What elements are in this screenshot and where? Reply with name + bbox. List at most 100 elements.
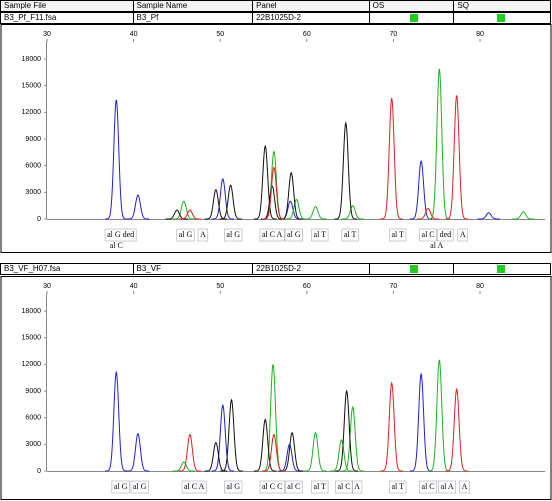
- sample-cell: 22B1025D-2: [253, 13, 370, 23]
- allele-box: [176, 228, 195, 242]
- allele-label[interactable]: al C: [422, 230, 435, 239]
- allele-box: [351, 480, 363, 494]
- allele-label[interactable]: al G ded: [107, 230, 134, 239]
- column-header[interactable]: OS: [370, 1, 455, 11]
- x-tick-label: 30: [43, 283, 51, 290]
- allele-label[interactable]: al C: [422, 482, 435, 491]
- allele-label[interactable]: al G: [179, 230, 193, 239]
- sample-cell: B3_Pf_F11.fsa: [1, 13, 134, 23]
- allele-box: [457, 228, 468, 242]
- allele-label[interactable]: al T: [344, 230, 357, 239]
- peak: [428, 68, 451, 220]
- x-tick-label: 30: [43, 31, 51, 38]
- allele-box: [438, 480, 456, 494]
- allele-label[interactable]: al A: [430, 241, 443, 250]
- y-tick-label: 9000: [25, 388, 41, 395]
- peak: [204, 188, 228, 220]
- allele-label[interactable]: al T: [392, 230, 405, 239]
- column-header[interactable]: Panel: [253, 1, 370, 11]
- x-tick-label: 70: [390, 31, 398, 38]
- column-header[interactable]: Sample Name: [134, 1, 254, 11]
- allele-label[interactable]: al T: [392, 482, 405, 491]
- allele-label[interactable]: al C C: [262, 482, 282, 491]
- y-tick-label: 3000: [25, 189, 41, 196]
- allele-box: [419, 480, 437, 494]
- allele-box: [437, 228, 454, 242]
- x-tick-label: 50: [216, 31, 224, 38]
- sample-cell: B3_VF_H07.fsa: [1, 264, 134, 274]
- peak: [165, 209, 189, 220]
- allele-label[interactable]: al T: [314, 230, 327, 239]
- header-row: Sample File Sample Name Panel OS SQ: [0, 0, 551, 12]
- allele-label[interactable]: A: [354, 482, 360, 491]
- peak: [261, 364, 285, 472]
- y-tick-label: 6000: [25, 415, 41, 422]
- x-tick-label: 80: [476, 31, 484, 38]
- y-tick-label: 12000: [22, 361, 42, 368]
- allele-box: [335, 480, 353, 494]
- allele-label[interactable]: al G: [287, 230, 301, 239]
- plot-frame: [0, 276, 552, 500]
- allele-label[interactable]: al C: [338, 482, 351, 491]
- allele-label[interactable]: al T: [314, 482, 327, 491]
- status-indicator: [497, 265, 506, 273]
- sq-cell: [454, 264, 550, 274]
- peak: [178, 433, 202, 472]
- peak: [262, 433, 286, 472]
- allele-label[interactable]: al C A: [262, 230, 283, 239]
- peak: [260, 185, 284, 220]
- electropherogram: 30 40 50 60 70 80 0 3000 6000 9000 12000 15000 18000…: [0, 24, 552, 253]
- column-header[interactable]: Sample File: [1, 1, 134, 11]
- peak: [445, 95, 468, 220]
- peak: [126, 194, 150, 220]
- peak: [330, 439, 353, 472]
- allele-box: [130, 480, 149, 494]
- allele-label[interactable]: A: [462, 482, 468, 491]
- peak: [304, 206, 327, 220]
- sample-row: B3_VF_H07.fsa B3_VF 22B1025D-2: [0, 263, 551, 275]
- allele-label[interactable]: al G: [226, 482, 240, 491]
- y-tick-label: 15000: [22, 83, 42, 90]
- peak: [280, 431, 304, 472]
- peak: [416, 207, 440, 220]
- peak: [304, 431, 327, 472]
- allele-label[interactable]: al A: [441, 482, 454, 491]
- peak: [253, 418, 277, 472]
- y-tick-label: 3000: [25, 441, 41, 448]
- allele-label[interactable]: al C A: [184, 482, 205, 491]
- allele-box: [259, 228, 285, 242]
- allele-box: [311, 480, 329, 494]
- peak: [253, 144, 277, 220]
- peak: [105, 370, 128, 472]
- y-tick-label: 6000: [25, 163, 41, 170]
- peak: [262, 166, 286, 220]
- allele-box: [341, 228, 359, 242]
- allele-label[interactable]: ded: [440, 230, 452, 239]
- peak: [380, 97, 403, 220]
- y-tick-label: 0: [37, 468, 41, 475]
- peak: [409, 372, 433, 472]
- y-tick-label: 9000: [25, 136, 41, 143]
- x-tick-label: 40: [130, 283, 138, 290]
- allele-label[interactable]: al C: [110, 241, 123, 250]
- allele-box: [197, 228, 209, 242]
- allele-label[interactable]: A: [460, 230, 466, 239]
- allele-label[interactable]: A: [200, 230, 206, 239]
- allele-label[interactable]: al G: [114, 482, 128, 491]
- allele-box: [284, 228, 303, 242]
- peak: [105, 99, 128, 220]
- allele-box: [181, 480, 207, 494]
- x-tick-label: 70: [390, 283, 398, 290]
- allele-label[interactable]: al G: [133, 482, 147, 491]
- x-tick-label: 40: [130, 31, 138, 38]
- peak: [211, 178, 235, 220]
- y-tick-label: 18000: [22, 56, 42, 63]
- x-tick-label: 60: [303, 283, 311, 290]
- allele-box: [284, 480, 303, 494]
- peak: [380, 381, 403, 472]
- allele-label[interactable]: al G: [226, 230, 240, 239]
- peak: [409, 160, 433, 220]
- column-header[interactable]: SQ: [457, 1, 469, 10]
- os-cell: [370, 264, 455, 274]
- allele-label[interactable]: al C: [287, 482, 300, 491]
